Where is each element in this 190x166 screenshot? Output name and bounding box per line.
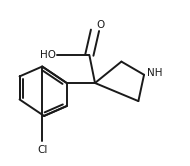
Text: O: O: [97, 19, 105, 30]
Text: Cl: Cl: [37, 145, 47, 155]
Text: HO: HO: [40, 50, 56, 60]
Text: NH: NH: [147, 68, 162, 78]
